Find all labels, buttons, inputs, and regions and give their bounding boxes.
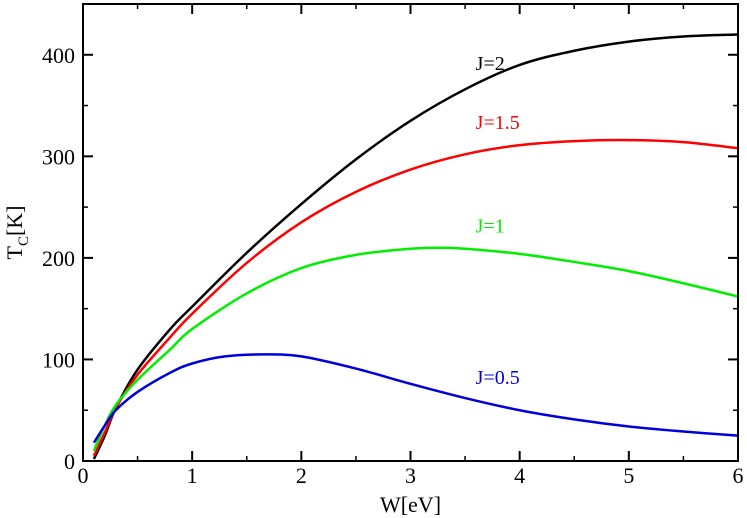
series-labels: J=2 J=1.5 J=1 J=0.5: [476, 53, 520, 389]
series-line-0: [92, 33, 739, 460]
y-tick-label: 0: [64, 449, 75, 474]
x-axis-ticks: 0 1 2 3 4 5 6: [78, 4, 744, 488]
series-label-3: J=0.5: [476, 367, 520, 389]
y-axis-ticks: 0 100 200 300 400: [42, 43, 738, 474]
x-tick-label: 4: [514, 463, 525, 488]
x-axis-label: W[eV]: [380, 492, 441, 517]
series-line-3: [92, 353, 739, 444]
y-axis-label: TC[K]: [2, 205, 32, 259]
y-axis-label-main: T: [2, 246, 27, 260]
x-tick-label: 1: [187, 463, 198, 488]
series-group: [92, 33, 739, 460]
y-tick-label: 300: [42, 144, 75, 169]
y-axis-label-sub: C: [16, 236, 32, 246]
y-tick-label: 200: [42, 246, 75, 271]
series-label-0: J=2: [476, 53, 505, 75]
series-label-1: J=1.5: [476, 112, 520, 134]
x-tick-label: 6: [733, 463, 744, 488]
series-line-2: [92, 246, 739, 452]
x-tick-label: 5: [623, 463, 634, 488]
y-tick-label: 400: [42, 43, 75, 68]
x-tick-label: 0: [78, 463, 89, 488]
series-label-2: J=1: [476, 216, 505, 238]
y-tick-label: 100: [42, 347, 75, 372]
y-axis-label-unit: [K]: [2, 205, 27, 236]
x-tick-label: 2: [296, 463, 307, 488]
x-tick-label: 3: [405, 463, 416, 488]
